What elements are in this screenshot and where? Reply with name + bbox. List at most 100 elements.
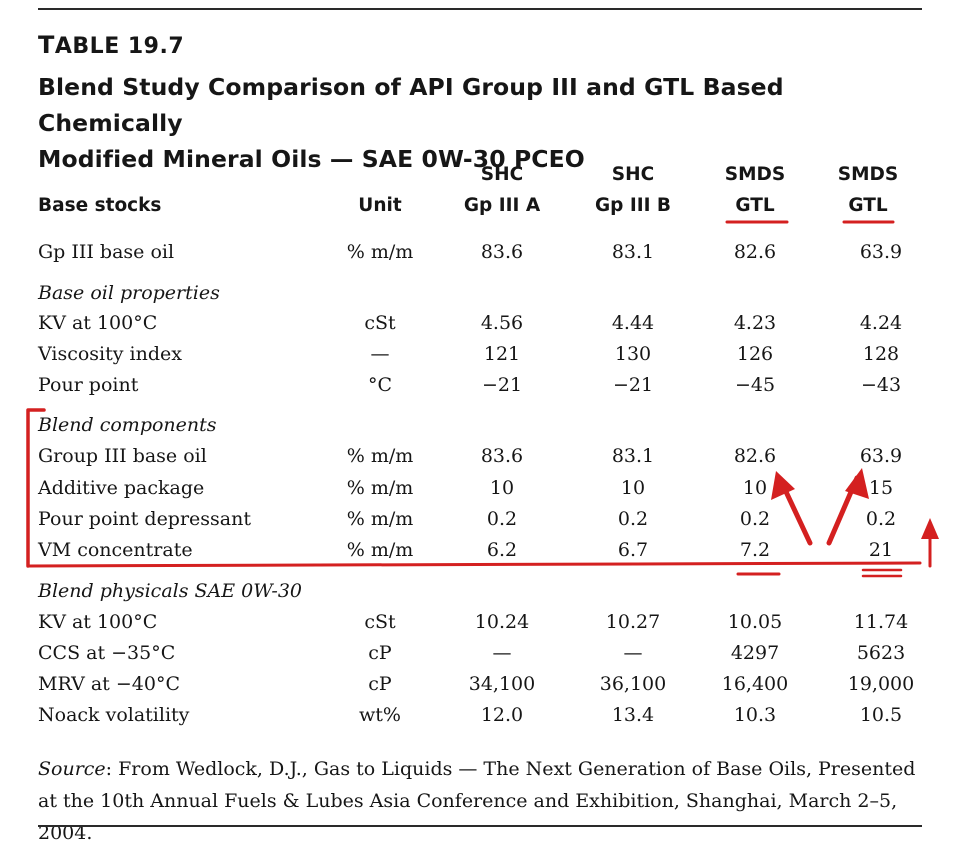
- table-label: TABLE 19.7: [38, 31, 185, 59]
- header-col-b-line2: Gp III B: [594, 195, 672, 216]
- header-col-c-line2: GTL: [735, 195, 775, 216]
- cell-gp-iii-b: 83.1: [611, 241, 655, 263]
- source-text: : From Wedlock, D.J., Gas to Liquids — T…: [38, 758, 916, 844]
- header-col-b-line1: SHC: [611, 164, 655, 185]
- table-row: Gp III base oil % m/m 83.6 83.1 82.6 63.…: [0, 237, 960, 267]
- cell-gp-iii-a: 34,100: [468, 673, 536, 695]
- cell-gp-iii-a: 10: [489, 477, 515, 499]
- cell-gp-iii-b: 130: [614, 343, 652, 365]
- cell-gtl-1: 126: [736, 343, 774, 365]
- section-heading: Blend physicals SAE 0W-30: [0, 576, 960, 606]
- cell-gtl-1: 10.3: [733, 704, 777, 726]
- row-unit: % m/m: [346, 539, 414, 561]
- source-note: Source: From Wedlock, D.J., Gas to Liqui…: [38, 753, 938, 849]
- cell-gp-iii-a: —: [492, 642, 512, 664]
- row-label: KV at 100°C: [38, 312, 158, 334]
- row-label: CCS at −35°C: [38, 642, 176, 664]
- cell-gp-iii-a: 10.24: [474, 611, 530, 633]
- row-label: KV at 100°C: [38, 611, 158, 633]
- row-unit: wt%: [359, 704, 401, 726]
- cell-gtl-1: 4297: [730, 642, 780, 664]
- table-row: Additive package % m/m 10 10 10 15: [0, 473, 960, 503]
- cell-gp-iii-b: 13.4: [611, 704, 655, 726]
- table-row: KV at 100°C cSt 10.24 10.27 10.05 11.74: [0, 607, 960, 637]
- cell-gtl-2: 63.9: [859, 241, 903, 263]
- cell-gtl-2: 0.2: [865, 508, 897, 530]
- row-unit: % m/m: [346, 445, 414, 467]
- cell-gtl-1: 82.6: [733, 445, 777, 467]
- table-row: KV at 100°C cSt 4.56 4.44 4.23 4.24: [0, 308, 960, 338]
- cell-gp-iii-a: 83.6: [480, 241, 524, 263]
- row-unit: cSt: [364, 312, 396, 334]
- cell-gtl-2: 19,000: [847, 673, 915, 695]
- row-unit: cP: [368, 673, 392, 695]
- cell-gtl-2: 4.24: [859, 312, 903, 334]
- cell-gp-iii-b: —: [623, 642, 643, 664]
- cell-gtl-2: −43: [860, 374, 902, 396]
- cell-gp-iii-a: 6.2: [486, 539, 518, 561]
- cell-gp-iii-b: 0.2: [617, 508, 649, 530]
- row-label: Additive package: [38, 477, 205, 499]
- cell-gtl-2: 128: [862, 343, 900, 365]
- row-unit: cP: [368, 642, 392, 664]
- row-label: Noack volatility: [38, 704, 190, 726]
- cell-gtl-1: 4.23: [733, 312, 777, 334]
- cell-gtl-2: 10.5: [859, 704, 903, 726]
- cell-gtl-2: 5623: [856, 642, 906, 664]
- row-unit: —: [370, 343, 390, 365]
- row-label: Pour point: [38, 374, 139, 396]
- row-label: Group III base oil: [38, 445, 207, 467]
- row-unit: °C: [367, 374, 393, 396]
- table-row: Group III base oil % m/m 83.6 83.1 82.6 …: [0, 441, 960, 471]
- header-col-c-line1: SMDS: [724, 164, 786, 185]
- row-unit: % m/m: [346, 477, 414, 499]
- table-title-line-2: Modified Mineral Oils — SAE 0W-30 PCEO: [38, 145, 585, 173]
- source-prefix: Source: [38, 758, 106, 780]
- row-label: Viscosity index: [38, 343, 182, 365]
- row-label: VM concentrate: [38, 539, 193, 561]
- cell-gtl-2: 63.9: [859, 445, 903, 467]
- row-label: Gp III base oil: [38, 241, 175, 263]
- cell-gp-iii-b: 36,100: [599, 673, 667, 695]
- row-unit: cSt: [364, 611, 396, 633]
- table-title: Blend Study Comparison of API Group III …: [38, 69, 928, 177]
- cell-gp-iii-b: −21: [612, 374, 654, 396]
- header-col-d-line2: GTL: [848, 195, 888, 216]
- cell-gp-iii-a: 0.2: [486, 508, 518, 530]
- cell-gp-iii-b: 4.44: [611, 312, 655, 334]
- cell-gp-iii-a: 83.6: [480, 445, 524, 467]
- section-blend-components: Blend components: [38, 414, 217, 436]
- cell-gp-iii-a: 12.0: [480, 704, 524, 726]
- cell-gtl-1: 10.05: [727, 611, 783, 633]
- cell-gtl-1: 0.2: [739, 508, 771, 530]
- header-col-a-line1: SHC: [480, 164, 524, 185]
- section-blend-physicals: Blend physicals SAE 0W-30: [38, 580, 302, 602]
- row-unit: % m/m: [346, 508, 414, 530]
- header-col-a-line2: Gp III A: [463, 195, 541, 216]
- table-row: Noack volatility wt% 12.0 13.4 10.3 10.5: [0, 700, 960, 730]
- cell-gtl-1: 7.2: [739, 539, 771, 561]
- bottom-rule: [38, 825, 922, 827]
- table-row: Pour point °C −21 −21 −45 −43: [0, 370, 960, 400]
- cell-gp-iii-a: 121: [483, 343, 521, 365]
- section-base-oil-properties: Base oil properties: [38, 282, 220, 304]
- cell-gp-iii-b: 10.27: [605, 611, 661, 633]
- section-heading: Base oil properties: [0, 278, 960, 308]
- section-heading: Blend components: [0, 410, 960, 440]
- top-rule: [38, 8, 922, 10]
- header-unit: Unit: [358, 195, 402, 216]
- cell-gp-iii-a: 4.56: [480, 312, 524, 334]
- cell-gtl-2: 15: [868, 477, 894, 499]
- table-row: CCS at −35°C cP — — 4297 5623: [0, 638, 960, 668]
- cell-gtl-2: 11.74: [853, 611, 909, 633]
- cell-gp-iii-b: 83.1: [611, 445, 655, 467]
- header-col-d-line1: SMDS: [837, 164, 899, 185]
- row-unit: % m/m: [346, 241, 414, 263]
- cell-gp-iii-a: −21: [481, 374, 523, 396]
- table-row: Viscosity index — 121 130 126 128: [0, 339, 960, 369]
- row-label: MRV at −40°C: [38, 673, 180, 695]
- cell-gtl-2: 21: [868, 539, 894, 561]
- table-row: Pour point depressant % m/m 0.2 0.2 0.2 …: [0, 504, 960, 534]
- table-title-line-1: Blend Study Comparison of API Group III …: [38, 73, 784, 137]
- table-row: MRV at −40°C cP 34,100 36,100 16,400 19,…: [0, 669, 960, 699]
